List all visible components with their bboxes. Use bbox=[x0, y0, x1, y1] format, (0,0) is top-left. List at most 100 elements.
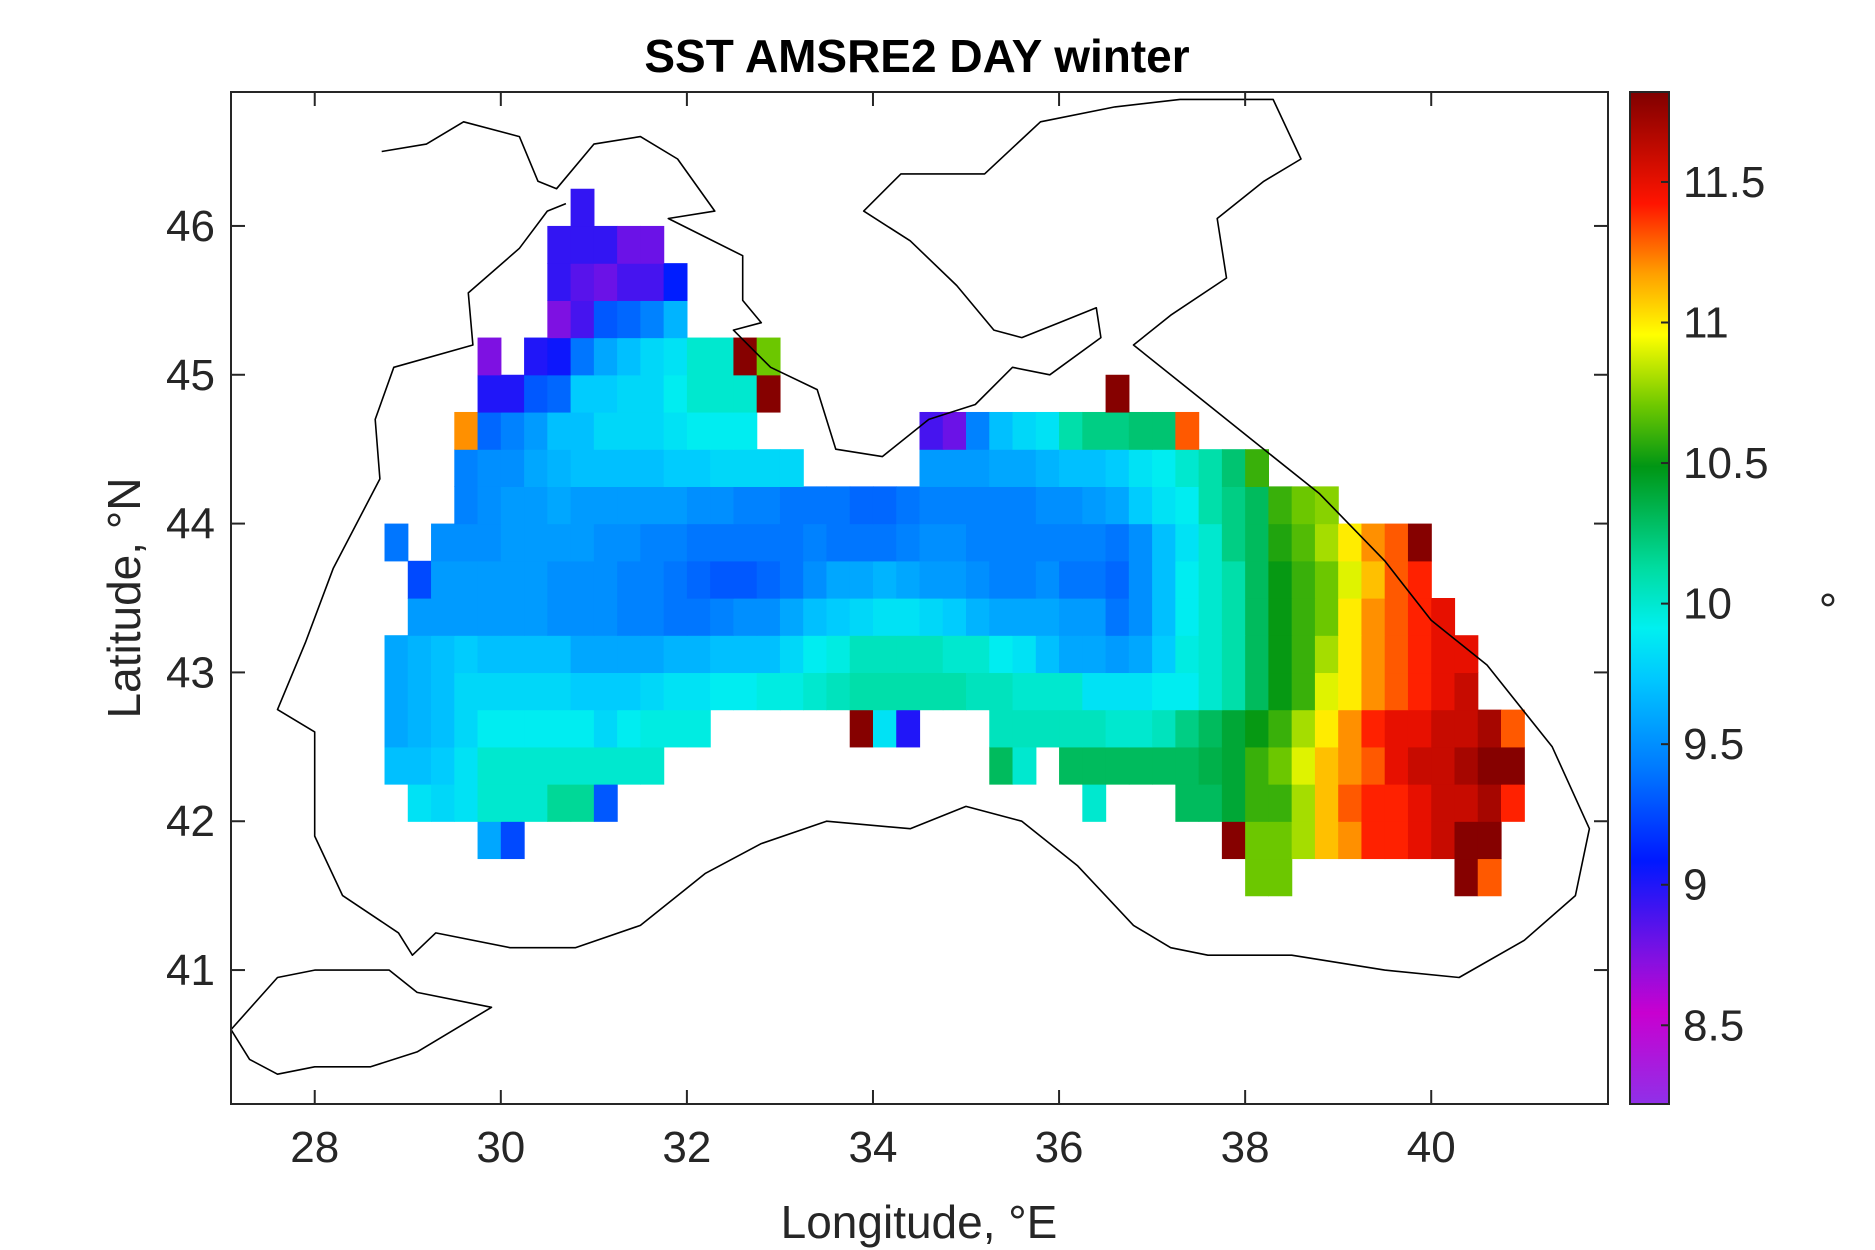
heatmap-cell bbox=[1059, 672, 1083, 711]
colorbar-tick-label: 9 bbox=[1683, 861, 1707, 910]
heatmap-cell bbox=[454, 598, 479, 636]
heatmap-cell bbox=[547, 709, 572, 748]
heatmap-cell bbox=[1245, 672, 1269, 711]
heatmap-cell bbox=[733, 635, 758, 674]
heatmap-cell bbox=[1361, 784, 1386, 822]
heatmap-cell bbox=[849, 523, 874, 562]
heatmap-cell bbox=[593, 411, 618, 450]
heatmap-cell bbox=[1314, 523, 1339, 562]
heatmap-cell bbox=[1105, 709, 1130, 748]
heatmap-cell bbox=[1291, 560, 1316, 599]
heatmap-cell bbox=[733, 374, 758, 413]
heatmap-cell bbox=[966, 411, 990, 450]
x-tick-label: 28 bbox=[290, 1123, 339, 1172]
heatmap-cell bbox=[872, 672, 897, 711]
heatmap-cell bbox=[1035, 523, 1060, 562]
heatmap-cell bbox=[477, 560, 502, 599]
heatmap-cell bbox=[547, 672, 572, 711]
heatmap-cell bbox=[1198, 709, 1223, 748]
heatmap-cell bbox=[407, 672, 432, 711]
heatmap-cell bbox=[872, 560, 897, 599]
heatmap-cell bbox=[500, 598, 525, 636]
y-tick-label: 42 bbox=[166, 797, 215, 846]
heatmap-cell bbox=[1152, 635, 1176, 674]
heatmap-cell bbox=[989, 672, 1014, 711]
heatmap-cell bbox=[1059, 523, 1083, 562]
heatmap-cell bbox=[1082, 486, 1107, 525]
heatmap-cell bbox=[1268, 746, 1293, 785]
heatmap-cell bbox=[663, 486, 688, 525]
heatmap-cell bbox=[570, 263, 595, 301]
heatmap-cell bbox=[989, 449, 1014, 487]
heatmap-cell bbox=[710, 411, 735, 450]
y-tick-label: 46 bbox=[166, 202, 215, 251]
heatmap-cell bbox=[1291, 523, 1316, 562]
heatmap-cell bbox=[524, 560, 548, 599]
heatmap-cell bbox=[826, 635, 851, 674]
heatmap-cell bbox=[1082, 635, 1107, 674]
heatmap-cell bbox=[1407, 821, 1432, 860]
heatmap-cell bbox=[477, 672, 502, 711]
coastline bbox=[230, 98, 1591, 1075]
heatmap-cell bbox=[710, 672, 735, 711]
heatmap-cell bbox=[919, 635, 944, 674]
heatmap-cell bbox=[1198, 784, 1223, 822]
heatmap-cell bbox=[1338, 746, 1363, 785]
heatmap-cell bbox=[803, 635, 828, 674]
heatmap-cell bbox=[1268, 858, 1293, 897]
heatmap-cell bbox=[942, 523, 967, 562]
heatmap-cell bbox=[663, 300, 688, 339]
heatmap-cell bbox=[454, 449, 479, 487]
heatmap-cell bbox=[617, 263, 641, 301]
heatmap-cell bbox=[1105, 746, 1130, 785]
heatmap-cell bbox=[1175, 784, 1200, 822]
heatmap-cell bbox=[1059, 746, 1083, 785]
heatmap-cell bbox=[524, 709, 548, 748]
heatmap-cell bbox=[1291, 709, 1316, 748]
heatmap-cell bbox=[1035, 635, 1060, 674]
heatmap-cell bbox=[1012, 709, 1037, 748]
heatmap-cell bbox=[803, 486, 828, 525]
heatmap-cell bbox=[593, 225, 618, 264]
heatmap-cell bbox=[1314, 709, 1339, 748]
heatmap-cell bbox=[1361, 746, 1386, 785]
heatmap-cell bbox=[1361, 709, 1386, 748]
heatmap-cell bbox=[454, 635, 479, 674]
heatmap-cell bbox=[1338, 635, 1363, 674]
heatmap-cell bbox=[1105, 523, 1130, 562]
heatmap-cell bbox=[989, 635, 1014, 674]
heatmap-cell bbox=[1501, 784, 1525, 822]
heatmap-cell bbox=[524, 486, 548, 525]
y-tick-label: 41 bbox=[166, 946, 215, 995]
heatmap-cell bbox=[1454, 709, 1479, 748]
heatmap-cell bbox=[1291, 672, 1316, 711]
heatmap-cell bbox=[1128, 523, 1153, 562]
heatmap-cell bbox=[1175, 709, 1200, 748]
heatmap-cell bbox=[1012, 523, 1037, 562]
heatmap-cell bbox=[640, 374, 665, 413]
heatmap-cell bbox=[454, 523, 479, 562]
heatmap-cell bbox=[1338, 672, 1363, 711]
heatmap-cell bbox=[500, 709, 525, 748]
heatmap-cell bbox=[686, 635, 711, 674]
heatmap-cell bbox=[547, 784, 572, 822]
heatmap-cell bbox=[1501, 709, 1525, 748]
heatmap-cell bbox=[1407, 746, 1432, 785]
heatmap-cell bbox=[1245, 523, 1269, 562]
heatmap-cell bbox=[1105, 635, 1130, 674]
heatmap-cell bbox=[663, 411, 688, 450]
heatmap-cell bbox=[1082, 672, 1107, 711]
heatmap-cell bbox=[1105, 486, 1130, 525]
heatmap-cell bbox=[1221, 486, 1246, 525]
heatmap-cell bbox=[1059, 598, 1083, 636]
heatmap-cell bbox=[803, 560, 828, 599]
heatmap-cell bbox=[1128, 411, 1153, 450]
heatmap-cell bbox=[1012, 560, 1037, 599]
heatmap-cell bbox=[1105, 598, 1130, 636]
heatmap-cell bbox=[1268, 560, 1293, 599]
heatmap-cell bbox=[1268, 672, 1293, 711]
heatmap-cell bbox=[1245, 709, 1269, 748]
heatmap-cell bbox=[710, 337, 735, 376]
heatmap-cell bbox=[477, 635, 502, 674]
heatmap-cell bbox=[989, 486, 1014, 525]
